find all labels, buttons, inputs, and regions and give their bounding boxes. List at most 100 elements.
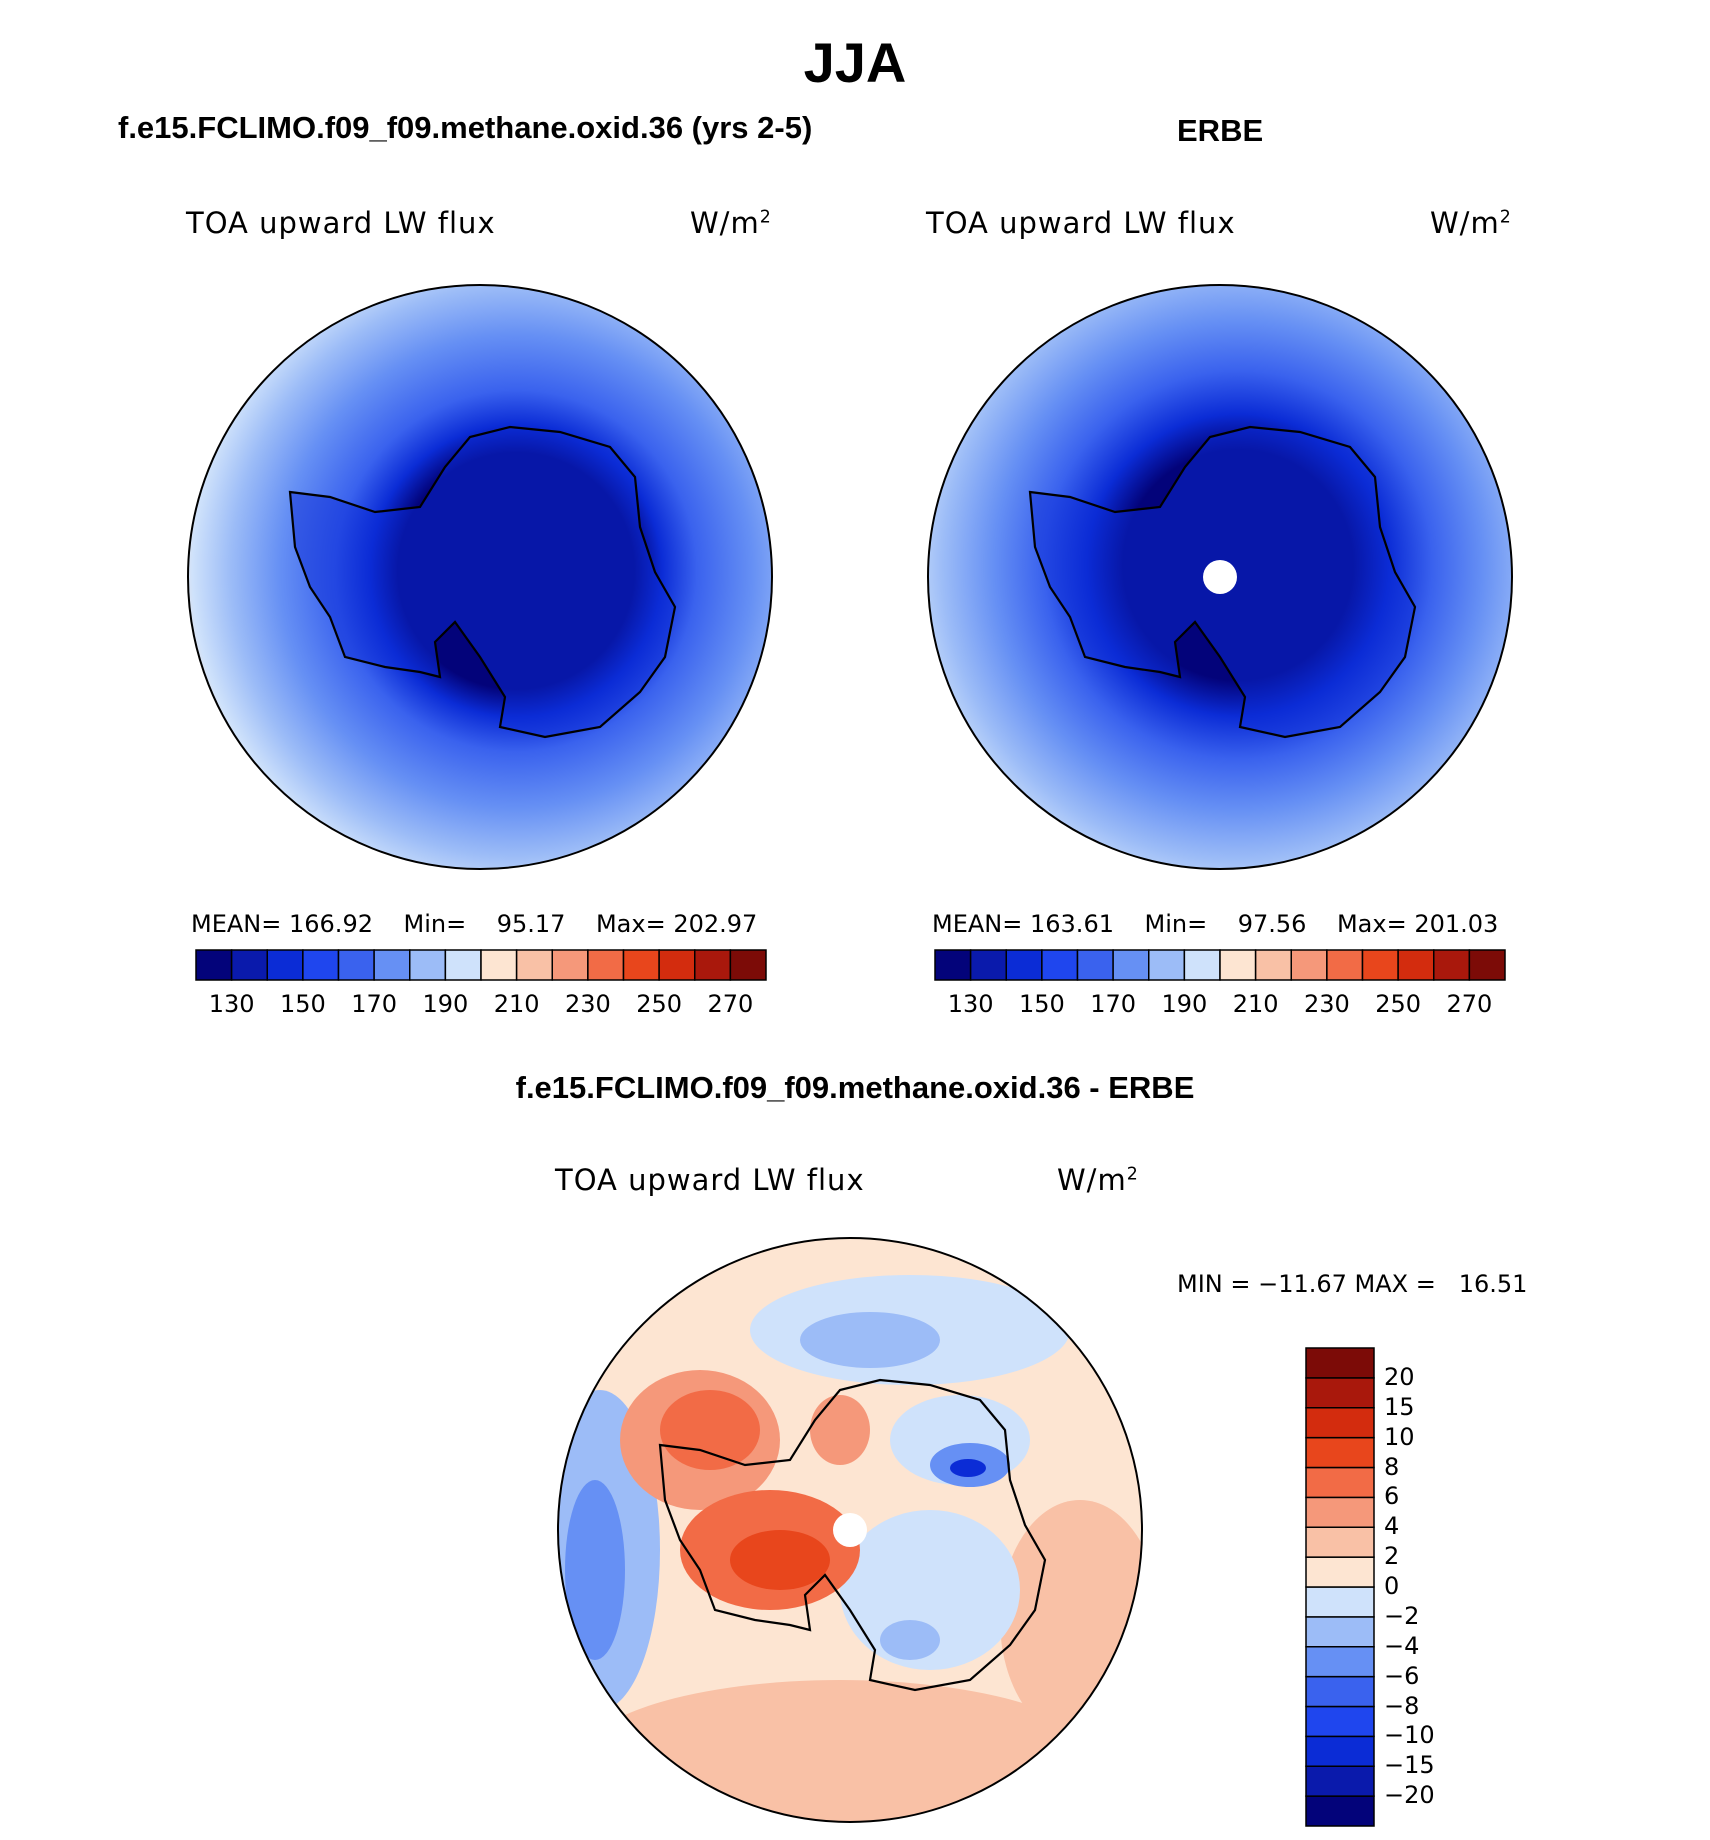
- colorbar-tick-label: 10: [1384, 1422, 1415, 1451]
- colorbar-swatch: [480, 949, 518, 981]
- model-colorbar: [195, 949, 767, 981]
- obs-colorbar-ticks: 130 150 170 190 210 230 250 270: [935, 990, 1505, 1020]
- diff-pole-hole: [833, 1513, 867, 1547]
- colorbar-tick-label: 250: [1375, 990, 1422, 1018]
- colorbar-swatch: [1305, 1735, 1375, 1767]
- colorbar-swatch: [409, 949, 447, 981]
- colorbar-swatch: [969, 949, 1007, 981]
- colorbar-tick-label: 6: [1384, 1482, 1400, 1511]
- colorbar-tick-label: 8: [1384, 1452, 1400, 1481]
- colorbar-swatch: [1183, 949, 1221, 981]
- colorbar-swatch: [1397, 949, 1435, 981]
- diff-colorbar-ticks: 20 15 10 8 6 4 2 0 −2 −4 −6 −8 −10 −15 −20: [1384, 1348, 1464, 1826]
- diff-units-label: W/m2: [1057, 1163, 1139, 1197]
- colorbar-tick-label: 0: [1384, 1572, 1400, 1600]
- colorbar-swatch: [195, 949, 233, 981]
- colorbar-tick-label: 130: [208, 990, 255, 1018]
- diff-variable-label: TOA upward LW flux: [555, 1163, 865, 1197]
- colorbar-tick-label: −8: [1384, 1691, 1420, 1720]
- colorbar-tick-label: 190: [1161, 990, 1208, 1018]
- colorbar-swatch: [302, 949, 340, 981]
- colorbar-swatch: [230, 949, 268, 981]
- colorbar-swatch: [694, 949, 732, 981]
- colorbar-tick-label: 210: [1232, 990, 1279, 1018]
- colorbar-swatch: [373, 949, 411, 981]
- colorbar-swatch: [1305, 1407, 1375, 1439]
- colorbar-tick-label: 230: [1303, 990, 1350, 1018]
- diff-coastline-antarctica: [658, 1378, 1047, 1692]
- obs-variable-label: TOA upward LW flux: [926, 206, 1236, 240]
- colorbar-swatch: [1468, 949, 1506, 981]
- colorbar-tick-label: −4: [1384, 1631, 1420, 1660]
- colorbar-tick-label: 230: [564, 990, 611, 1018]
- colorbar-swatch: [1305, 1646, 1375, 1678]
- colorbar-tick-label: 190: [422, 990, 469, 1018]
- colorbar-swatch: [1041, 949, 1079, 981]
- obs-polar-map: [927, 284, 1513, 870]
- colorbar-tick-label: 270: [707, 990, 754, 1018]
- colorbar-tick-label: −20: [1384, 1781, 1435, 1810]
- colorbar-tick-label: −2: [1384, 1601, 1420, 1630]
- colorbar-swatch: [1219, 949, 1257, 981]
- diff-panel-title: f.e15.FCLIMO.f09_f09.methane.oxid.36 - E…: [515, 1070, 1195, 1105]
- colorbar-swatch: [1305, 1795, 1375, 1827]
- colorbar-swatch: [1254, 949, 1292, 981]
- colorbar-swatch: [444, 949, 482, 981]
- colorbar-tick-label: −15: [1384, 1751, 1435, 1780]
- colorbar-swatch: [1005, 949, 1043, 981]
- colorbar-tick-label: 210: [493, 990, 540, 1018]
- model-stats: MEAN= 166.92 Min= 95.17 Max= 202.97: [191, 910, 758, 938]
- colorbar-swatch: [1305, 1347, 1375, 1379]
- diff-minmax: MIN = −11.67 MAX = 16.51: [1177, 1270, 1528, 1298]
- diff-polar-map: [557, 1237, 1143, 1823]
- colorbar-swatch: [1076, 949, 1114, 981]
- colorbar-tick-label: −6: [1384, 1661, 1420, 1690]
- obs-stats: MEAN= 163.61 Min= 97.56 Max= 201.03: [932, 910, 1499, 938]
- colorbar-tick-label: 15: [1384, 1392, 1415, 1421]
- obs-units-label: W/m2: [1430, 206, 1512, 240]
- colorbar-tick-label: 2: [1384, 1542, 1400, 1571]
- colorbar-swatch: [1290, 949, 1328, 981]
- model-colorbar-ticks: 130 150 170 190 210 230 250 270: [196, 990, 766, 1020]
- model-units-label: W/m2: [690, 206, 772, 240]
- colorbar-tick-label: 250: [636, 990, 683, 1018]
- colorbar-swatch: [1305, 1436, 1375, 1469]
- colorbar-swatch: [1305, 1556, 1375, 1588]
- diff-colorbar: [1305, 1347, 1375, 1827]
- colorbar-swatch: [658, 949, 696, 981]
- model-coastline-antarctica: [288, 425, 677, 739]
- colorbar-tick-label: 4: [1384, 1512, 1400, 1541]
- colorbar-swatch: [587, 949, 625, 981]
- colorbar-swatch: [1305, 1526, 1375, 1558]
- obs-colorbar: [934, 949, 1506, 981]
- colorbar-tick-label: 20: [1384, 1362, 1415, 1391]
- colorbar-tick-label: −10: [1384, 1721, 1435, 1750]
- colorbar-tick-label: 130: [947, 990, 994, 1018]
- colorbar-swatch: [1305, 1377, 1375, 1409]
- colorbar-swatch: [1305, 1675, 1375, 1708]
- colorbar-tick-label: 270: [1446, 990, 1493, 1018]
- obs-coastline-antarctica: [1028, 425, 1417, 739]
- colorbar-swatch: [729, 949, 767, 981]
- model-polar-map: [187, 284, 773, 870]
- colorbar-swatch: [1305, 1466, 1375, 1499]
- colorbar-tick-label: 150: [279, 990, 326, 1018]
- colorbar-swatch: [1305, 1496, 1375, 1528]
- colorbar-swatch: [266, 949, 304, 981]
- colorbar-tick-label: 150: [1018, 990, 1065, 1018]
- obs-panel-title: ERBE: [1177, 113, 1264, 148]
- colorbar-swatch: [1326, 949, 1364, 981]
- model-panel-title: f.e15.FCLIMO.f09_f09.methane.oxid.36 (yr…: [118, 110, 813, 145]
- colorbar-swatch: [1148, 949, 1186, 981]
- colorbar-swatch: [934, 949, 972, 981]
- colorbar-swatch: [1305, 1705, 1375, 1738]
- colorbar-swatch: [1112, 949, 1150, 981]
- colorbar-tick-label: 170: [1090, 990, 1137, 1018]
- colorbar-swatch: [551, 949, 589, 981]
- colorbar-swatch: [1361, 949, 1399, 981]
- colorbar-swatch: [1433, 949, 1471, 981]
- model-variable-label: TOA upward LW flux: [186, 206, 496, 240]
- colorbar-swatch: [515, 949, 553, 981]
- obs-pole-hole: [1203, 560, 1237, 594]
- colorbar-tick-label: 170: [351, 990, 398, 1018]
